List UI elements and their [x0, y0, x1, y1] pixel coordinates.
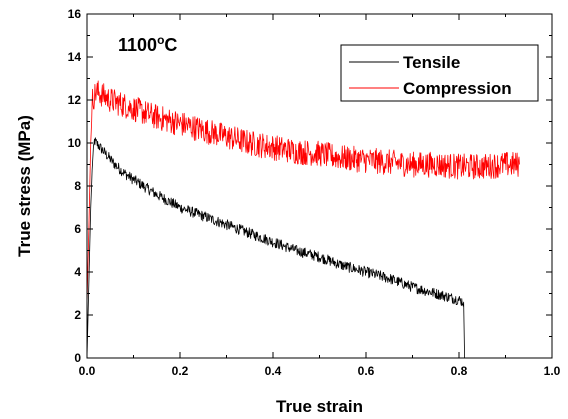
x-tick-label: 0.2 [172, 364, 189, 378]
temperature-unit: C [164, 35, 177, 55]
y-tick-label: 6 [74, 222, 81, 236]
x-tick-label: 0.6 [358, 364, 375, 378]
series-line-tensile [86, 137, 465, 359]
y-tick-label: 14 [68, 50, 82, 64]
axis-ticks: 0.0 0.2 0.4 0.6 0.8 1.0 0 2 4 6 8 10 12 14 16 [68, 7, 561, 378]
x-tick-label: 0.8 [451, 364, 468, 378]
x-tick-label: 1.0 [544, 364, 561, 378]
y-tick-label: 4 [74, 265, 81, 279]
y-tick-label: 8 [74, 179, 81, 193]
legend: Tensile Compression [340, 44, 539, 102]
series-line-compression [86, 80, 520, 305]
y-tick-label: 10 [68, 136, 82, 150]
plot-area [86, 80, 520, 359]
legend-box [340, 44, 539, 102]
temperature-annotation: 1100oC [118, 33, 177, 55]
temperature-value: 1100 [118, 35, 157, 55]
x-tick-label: 0.0 [79, 364, 96, 378]
y-tick-label: 2 [74, 308, 81, 322]
y-axis-label: True stress (MPa) [15, 115, 34, 257]
y-tick-label: 0 [74, 351, 81, 365]
legend-label-compression: Compression [403, 79, 512, 98]
y-tick-label: 12 [68, 93, 82, 107]
x-tick-label: 0.4 [265, 364, 282, 378]
y-tick-label: 16 [68, 7, 82, 21]
degree-symbol: o [157, 33, 164, 47]
legend-label-tensile: Tensile [403, 53, 460, 72]
x-axis-label: True strain [276, 397, 363, 416]
